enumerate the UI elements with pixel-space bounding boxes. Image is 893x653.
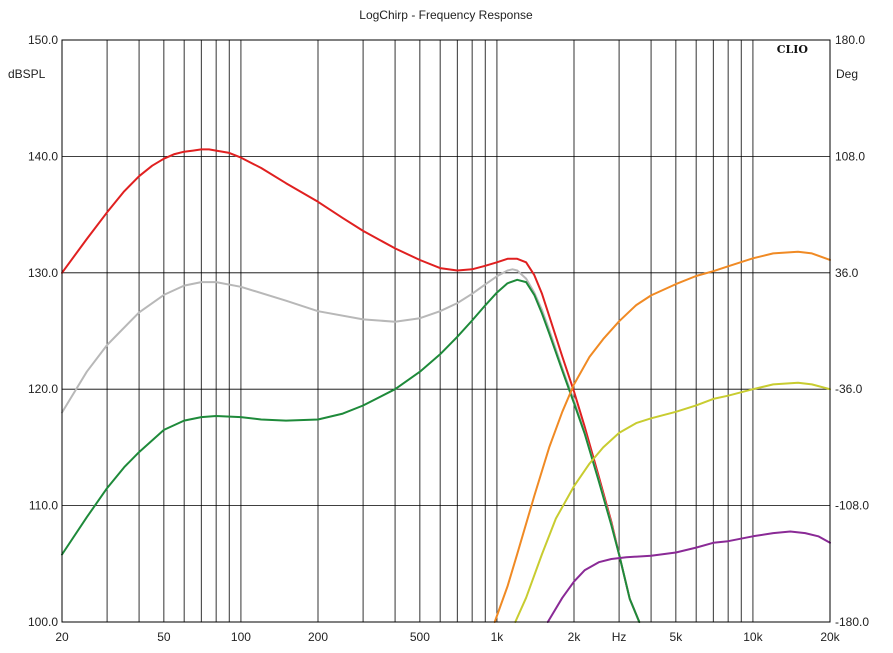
series-line-6 <box>546 530 831 623</box>
series-line-4 <box>493 250 831 623</box>
x-tick-label: 100 <box>231 630 251 644</box>
y-left-tick-label: 140.0 <box>28 149 58 163</box>
y-right-tick-label: 180.0 <box>835 33 865 47</box>
y-right-tick-label: -180.0 <box>835 615 869 629</box>
y-right-tick-label: -108.0 <box>835 499 869 513</box>
y-axis-left-label: dBSPL <box>8 67 46 81</box>
y-right-tick-label: -36.0 <box>835 382 863 396</box>
y-right-tick-label: 36.0 <box>835 266 859 280</box>
x-tick-label: 20k <box>820 630 840 644</box>
y-left-tick-label: 120.0 <box>28 382 58 396</box>
x-tick-label: 10k <box>743 630 763 644</box>
series-line-3 <box>61 278 641 623</box>
y-left-tick-label: 130.0 <box>28 266 58 280</box>
plot-frame <box>61 39 831 623</box>
y-right-tick-label: 108.0 <box>835 149 865 163</box>
x-tick-label: 5k <box>670 630 684 644</box>
x-tick-label: 200 <box>308 630 328 644</box>
series-lines <box>61 148 831 623</box>
series-line-1 <box>61 148 641 623</box>
x-tick-label: 2k <box>568 630 582 644</box>
x-tick-label: 500 <box>410 630 430 644</box>
y-left-tick-label: 100.0 <box>28 615 58 629</box>
chart-title: LogChirp - Frequency Response <box>359 8 533 22</box>
y-left-tick-label: 110.0 <box>29 499 58 513</box>
y-axis-right-label: Deg <box>836 67 858 81</box>
x-tick-label: 1k <box>491 630 505 644</box>
x-tick-label: 20 <box>55 630 69 644</box>
axis-labels: 100.0 110.0 120.0 130.0 140.0 150.0 -180.0 -108… <box>28 33 869 644</box>
x-tick-label: 50 <box>157 630 171 644</box>
series-line-5 <box>514 381 831 623</box>
y-left-tick-label: 150.0 <box>28 33 58 47</box>
clio-brand-label: CLIO <box>777 43 809 56</box>
x-unit-label: Hz <box>612 630 627 644</box>
